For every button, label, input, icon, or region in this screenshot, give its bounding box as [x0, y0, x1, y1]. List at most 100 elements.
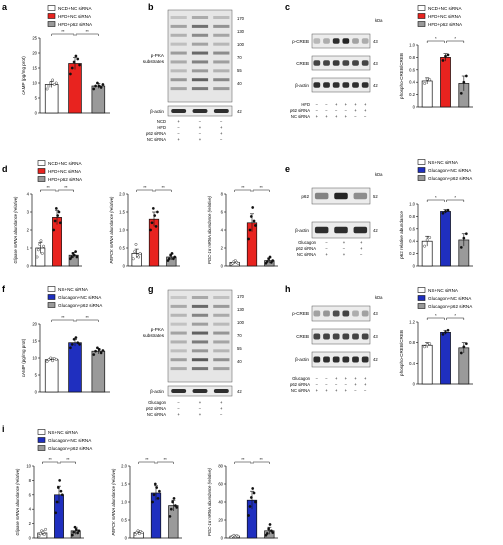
blot-1-e-band [314, 226, 329, 234]
data-point-h [459, 351, 463, 355]
data-point-a [49, 81, 53, 85]
blot-ppka-b-band [170, 51, 187, 55]
data-point-d3 [252, 219, 256, 223]
mw-marker-c: 43 [373, 61, 378, 66]
condition-mark-h: + [335, 376, 338, 381]
condition-mark-b: + [199, 125, 202, 130]
blot-ppka-g-band [170, 367, 187, 371]
sig-label-i1: ** [49, 457, 53, 462]
sig-label-e: * [454, 195, 456, 200]
data-point-f [47, 358, 51, 362]
blot-2-c-band [352, 82, 359, 88]
y-tick-label-f: 0 [35, 390, 38, 395]
legend-label-c: HFD+NC siRNA [428, 14, 462, 19]
data-point-i3 [251, 487, 255, 490]
data-point-h [428, 342, 432, 346]
blot-0-c-band [313, 38, 321, 44]
y-axis-label-d2: PEPCK mRNA abundance (relative) [109, 196, 114, 263]
legend-swatch-f [47, 302, 56, 308]
sig-bracket-d3 [252, 189, 270, 192]
condition-mark-g: + [199, 400, 202, 405]
blot-ppka-g-band [170, 331, 187, 335]
y-tick-label-d3: 8 [221, 192, 224, 197]
data-point-e [446, 208, 450, 212]
blot-0-h-band [352, 310, 359, 317]
data-point-i1 [76, 531, 80, 535]
data-point-d3 [247, 237, 250, 241]
mw-marker-h: 42 [373, 357, 378, 362]
y-tick-label-f: 5 [35, 373, 38, 378]
data-point-e [459, 245, 463, 249]
y-tick-label-f: 15 [32, 339, 37, 344]
mw-marker-c: 43 [373, 39, 378, 44]
data-point-a [45, 87, 49, 91]
condition-label-c: p62 siRNA [290, 108, 310, 113]
sig-label-i2: ** [164, 457, 168, 462]
y-tick-label-i2: 2.0 [121, 464, 127, 469]
data-point-c [459, 91, 463, 95]
y-tick-label-i3: 40 [218, 500, 223, 505]
mw-marker-b: 100 [237, 42, 245, 47]
data-point-c [423, 82, 427, 85]
bar-h [421, 344, 433, 385]
condition-label-c: HFD [301, 102, 310, 107]
data-point-d1 [74, 250, 78, 254]
sig-bracket-d3 [234, 189, 252, 192]
panel-letter-f: f [2, 284, 6, 294]
blot-ppka-b-band [191, 69, 209, 73]
panel-letter-c: c [285, 2, 290, 12]
legend-label-a: HFD+NC siRNA [58, 14, 92, 19]
legend-swatch-h [417, 295, 426, 301]
data-point-d3 [271, 259, 275, 262]
y-tick-label-e: 0 [413, 264, 416, 269]
blot-ppka-g-band [191, 331, 209, 335]
data-point-d2 [135, 253, 139, 257]
condition-mark-h: + [354, 376, 357, 381]
y-axis-label-h: phospho-CREB/CREB [399, 330, 404, 376]
y-tick-label-d2: 1.0 [119, 228, 125, 233]
data-point-d3 [254, 224, 257, 227]
sig-label-d1: ** [47, 185, 51, 190]
sig-label-d2: ** [162, 185, 166, 190]
data-point-e [464, 232, 468, 236]
data-point-i3 [264, 533, 268, 537]
mw-marker-e: 42 [373, 228, 378, 233]
kda-label-h: kDa [375, 295, 383, 300]
data-point-d1 [57, 210, 61, 214]
blot-ppka-b-band [191, 78, 209, 82]
condition-mark-e: + [360, 240, 363, 245]
blot-label-h: β-actin [295, 357, 309, 362]
data-point-c [446, 53, 450, 57]
y-tick-label-f: 10 [32, 356, 37, 361]
condition-mark-h: − [325, 382, 328, 387]
data-point-d2 [171, 257, 175, 261]
y-tick-label-i3: 0 [221, 536, 224, 541]
blot-1-c-band [352, 60, 359, 66]
data-point-f [72, 337, 76, 341]
data-point-d1 [42, 244, 46, 248]
condition-mark-b: − [220, 137, 223, 142]
sig-bracket-i2 [156, 461, 174, 464]
legend-swatch-h [417, 287, 426, 293]
blot-ppka-b-band [191, 24, 209, 28]
legend-swatch-e [417, 175, 426, 181]
data-point-d2 [166, 259, 170, 262]
y-axis-label-i2: PEPCK mRNA abundance (relative) [111, 468, 116, 535]
y-tick-label-a: 25 [32, 36, 37, 41]
mw-marker-g: 55 [237, 346, 242, 351]
sig-bracket-a [75, 33, 99, 36]
y-tick-label-d3: 0 [221, 264, 224, 269]
mw-marker-g: 170 [237, 294, 245, 299]
data-point-a [74, 54, 78, 58]
blot-0-h-band [332, 310, 340, 317]
data-point-f [74, 336, 78, 339]
condition-mark-h: + [345, 388, 348, 393]
condition-mark-c: + [325, 114, 328, 119]
legend-label-e: NS+NC siRNA [428, 160, 459, 165]
blot-ppka-b-band [213, 69, 230, 73]
data-point-h [423, 345, 427, 349]
condition-mark-c: − [316, 102, 319, 107]
data-point-i3 [267, 527, 271, 531]
blot-1-c-band [342, 60, 350, 66]
y-tick-label-a: 15 [32, 66, 37, 71]
